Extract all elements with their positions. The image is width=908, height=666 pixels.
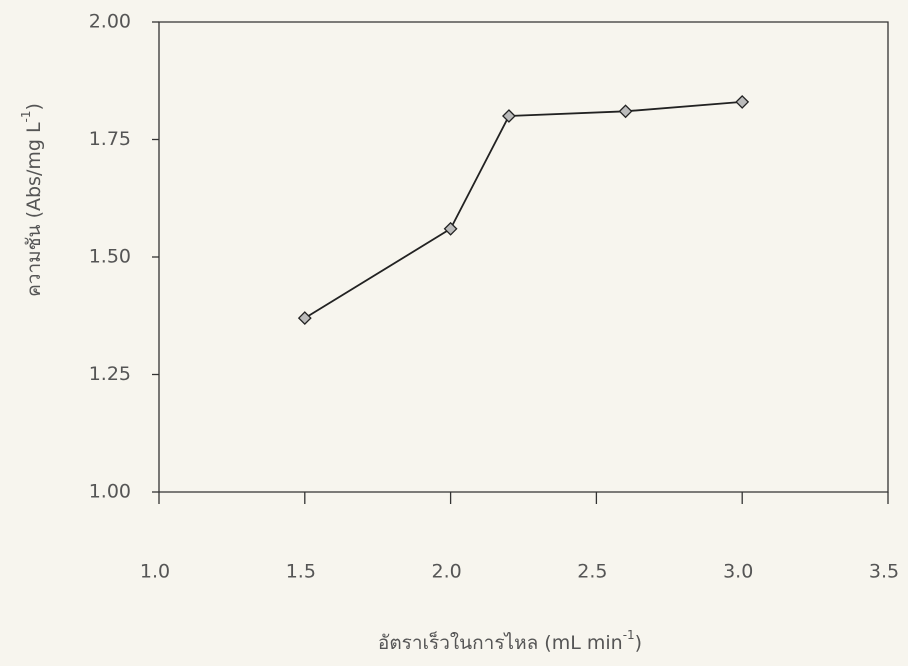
y-axis-title-text: ความชัน (Abs/mg L	[23, 122, 45, 297]
y-axis-title-end: )	[23, 103, 45, 110]
x-tick-label: 1.0	[140, 561, 170, 583]
x-axis-title-sup: -1	[623, 628, 635, 642]
x-tick-label: 1.5	[286, 561, 316, 583]
x-tick-label: 3.5	[869, 561, 899, 583]
x-axis-title: อัตราเร็วในการไหล (mL min-1)	[378, 628, 642, 654]
y-tick-label: 1.00	[89, 481, 131, 503]
y-tick-label: 1.25	[89, 363, 131, 385]
x-tick-label: 3.0	[723, 561, 753, 583]
y-tick-label: 2.00	[89, 11, 131, 33]
x-tick-label: 2.5	[577, 561, 607, 583]
y-tick-label: 1.50	[89, 246, 131, 268]
x-axis-title-end: )	[635, 632, 642, 654]
chart: ความชัน (Abs/mg L-1) อัตราเร็วในการไหล (…	[0, 0, 908, 666]
y-axis-title-sup: -1	[19, 110, 33, 122]
y-tick-label: 1.75	[89, 128, 131, 150]
x-axis-title-text: อัตราเร็วในการไหล (mL min	[378, 630, 623, 654]
y-axis-title: ความชัน (Abs/mg L-1)	[19, 103, 45, 297]
x-tick-label: 2.0	[431, 561, 461, 583]
